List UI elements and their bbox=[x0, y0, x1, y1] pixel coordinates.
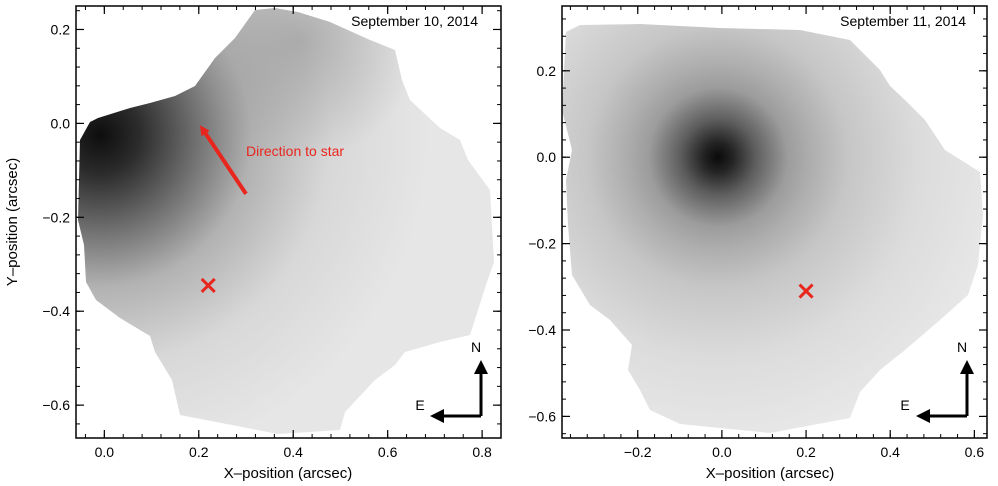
marker-stroke bbox=[798, 283, 814, 299]
panel-title-sept11: September 11, 2014 bbox=[840, 13, 966, 29]
x-tick-label: 0.6 bbox=[378, 444, 398, 460]
y-axis-label: Y–position (arcsec) bbox=[4, 158, 21, 286]
x-tick-label: 0.4 bbox=[283, 444, 303, 460]
direction-label: Direction to star bbox=[246, 143, 344, 159]
compass-sept10: N E bbox=[415, 339, 488, 423]
y-tick-label: 0.2 bbox=[51, 21, 71, 37]
compass-sept11: N E bbox=[900, 339, 974, 423]
x-tick-label: 0.6 bbox=[965, 444, 985, 460]
y-tick-label: −0.6 bbox=[528, 408, 556, 424]
panel-sept11: −0.2 0.0 0.2 0.4 0.6 −0.6 −0.4 −0.2 0.0 0.2 Septe… bbox=[528, 5, 988, 482]
plot-frame-sept10 bbox=[75, 5, 502, 439]
y-tick-label: 0.0 bbox=[537, 149, 557, 165]
x-axis-label-sept10: X–position (arcsec) bbox=[224, 465, 352, 482]
y-tick-label: −0.4 bbox=[42, 303, 70, 319]
x-tick-label: 0.4 bbox=[880, 444, 900, 460]
x-tick-label: 0.8 bbox=[472, 444, 492, 460]
direction-arrow bbox=[199, 125, 248, 195]
marker-stroke bbox=[200, 277, 216, 293]
plot-frame-sept11 bbox=[561, 5, 988, 439]
x-axis-label-sept11: X–position (arcsec) bbox=[706, 465, 834, 482]
east-label: E bbox=[415, 397, 424, 413]
companion-marker-sept11 bbox=[798, 283, 814, 299]
north-label: N bbox=[471, 339, 481, 355]
north-label: N bbox=[957, 339, 967, 355]
x-tick-label: 0.0 bbox=[712, 444, 732, 460]
y-tick-label: −0.2 bbox=[528, 236, 556, 252]
y-tick-label: −0.2 bbox=[42, 209, 70, 225]
east-label: E bbox=[900, 397, 909, 413]
y-tick-label: −0.6 bbox=[42, 397, 70, 413]
x-tick-label: 0.2 bbox=[796, 444, 816, 460]
x-tick-label: 0.0 bbox=[95, 444, 115, 460]
companion-marker-sept10 bbox=[200, 277, 216, 293]
image-sept11 bbox=[562, 24, 983, 433]
y-tick-label: 0.2 bbox=[537, 63, 557, 79]
y-tick-label: −0.4 bbox=[528, 322, 556, 338]
x-tick-label: 0.2 bbox=[189, 444, 209, 460]
panel-sept10: 0.0 0.2 0.4 0.6 0.8 −0.6 −0.4 −0.2 0.0 0.2 Septem… bbox=[4, 5, 502, 482]
x-tick-label: −0.2 bbox=[624, 444, 652, 460]
panel-title-sept10: September 10, 2014 bbox=[351, 13, 478, 29]
y-tick-label: 0.0 bbox=[51, 115, 71, 131]
image-sept10 bbox=[78, 8, 494, 434]
